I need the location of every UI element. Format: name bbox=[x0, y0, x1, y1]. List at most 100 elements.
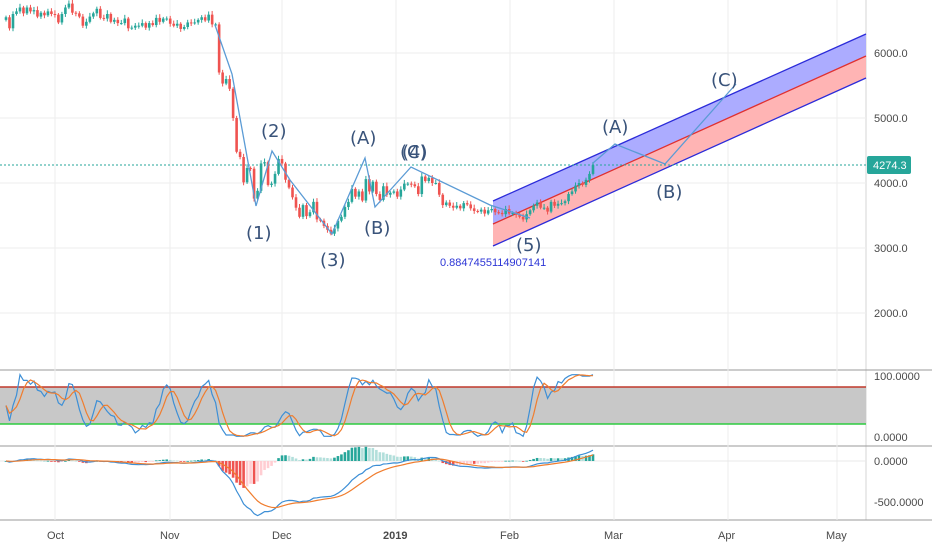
macd-histogram-bar bbox=[196, 460, 200, 461]
macd-histogram-bar bbox=[203, 459, 207, 461]
macd-histogram-bar bbox=[336, 456, 340, 461]
wave-label-5: (5) bbox=[516, 235, 542, 256]
wave-label-b: (B) bbox=[364, 218, 390, 239]
macd-histogram-bar bbox=[294, 458, 298, 461]
price-axis[interactable]: 6000.0 5000.0 4000.0 3000.0 2000.0 4274.… bbox=[867, 48, 911, 320]
candle-body bbox=[228, 79, 231, 89]
channel-upper-line bbox=[492, 33, 867, 202]
candle-body bbox=[245, 168, 249, 183]
candle-body bbox=[46, 11, 50, 16]
candle-body bbox=[57, 14, 60, 23]
candle-body bbox=[273, 173, 277, 184]
candle-body bbox=[151, 23, 155, 26]
wave-path-projection[interactable] bbox=[592, 83, 737, 165]
candle-body bbox=[584, 179, 588, 185]
candle-body bbox=[120, 23, 123, 25]
candle-body bbox=[126, 18, 130, 29]
wave-labels: (1) (2) (3) (A) (B) (C) (4) (5) (A) (B) … bbox=[246, 70, 738, 271]
candle-body bbox=[287, 179, 291, 188]
candle-body bbox=[22, 7, 25, 14]
stochastic-pane[interactable]: 100.0000 0.0000 bbox=[0, 371, 920, 444]
projection-label-c: (C) bbox=[711, 70, 738, 91]
wave-label-c: (C) bbox=[400, 142, 427, 163]
macd-pane[interactable]: 0.0000 -500.0000 bbox=[0, 446, 924, 517]
time-tick-oct: Oct bbox=[47, 530, 64, 542]
price-tick-2000: 2000.0 bbox=[874, 308, 908, 320]
candle-body bbox=[430, 177, 434, 183]
candle-body bbox=[53, 14, 57, 15]
candle-body bbox=[343, 207, 347, 217]
macd-histogram-bar bbox=[242, 461, 245, 488]
macd-histogram-bar bbox=[361, 448, 364, 461]
macd-histogram-bar bbox=[263, 461, 266, 470]
candle-body bbox=[92, 13, 95, 17]
candle-body bbox=[95, 8, 99, 14]
candle-body bbox=[389, 192, 392, 195]
time-axis[interactable]: Oct Nov Dec 2019 Feb Mar Apr May bbox=[47, 530, 847, 542]
price-pane[interactable] bbox=[0, 0, 866, 369]
macd-histogram-bar bbox=[326, 458, 329, 461]
macd-histogram-bar bbox=[511, 460, 514, 462]
candle-body bbox=[305, 205, 308, 217]
macd-histogram-bar bbox=[521, 461, 525, 462]
candle-body bbox=[486, 210, 490, 214]
macd-histogram-bar bbox=[235, 461, 238, 483]
macd-histogram-bar bbox=[507, 460, 511, 462]
candle-body bbox=[116, 19, 120, 24]
macd-histogram-bar bbox=[175, 460, 179, 462]
macd-histogram-bar bbox=[39, 460, 43, 462]
macd-histogram-bar bbox=[217, 461, 221, 467]
candle-body bbox=[532, 205, 535, 211]
macd-signal-line bbox=[5, 454, 594, 509]
macd-histogram-bar bbox=[350, 447, 354, 461]
candle-body bbox=[147, 23, 151, 28]
candle-body bbox=[8, 17, 11, 29]
macd-histogram-bar bbox=[483, 461, 486, 464]
macd-histogram-bar bbox=[249, 461, 252, 484]
candle-body bbox=[528, 210, 532, 215]
candle-body bbox=[434, 183, 438, 184]
candle-body bbox=[427, 177, 431, 182]
macd-histogram-bar bbox=[423, 457, 427, 461]
macd-histogram-bar bbox=[67, 459, 71, 461]
candle-body bbox=[465, 203, 469, 205]
macd-histogram-bar bbox=[189, 460, 193, 462]
candle-body bbox=[189, 22, 193, 24]
candle-body bbox=[74, 12, 78, 14]
macd-histogram-bar bbox=[71, 460, 74, 462]
candle-body bbox=[88, 16, 92, 22]
candle-body bbox=[165, 18, 169, 20]
candle-body bbox=[588, 173, 591, 180]
last-price-badge bbox=[867, 156, 911, 174]
candle-body bbox=[553, 201, 556, 206]
macd-histogram-bar bbox=[144, 461, 148, 463]
macd-tick-neg500: -500.0000 bbox=[874, 497, 924, 509]
candle-body bbox=[158, 17, 162, 22]
macd-line bbox=[5, 449, 594, 517]
candle-body bbox=[168, 18, 172, 24]
macd-histogram-bar bbox=[200, 459, 203, 461]
candle-body bbox=[312, 201, 315, 213]
macd-histogram-bar bbox=[584, 455, 588, 461]
macd-histogram-bar bbox=[256, 461, 259, 482]
macd-histogram-bar bbox=[147, 461, 151, 462]
wave-path-primary[interactable] bbox=[214, 24, 531, 236]
candle-body bbox=[60, 14, 64, 23]
macd-histogram-bar bbox=[179, 461, 183, 462]
macd-histogram-bar bbox=[399, 456, 403, 461]
candle-body bbox=[493, 209, 497, 213]
macd-histogram-bar bbox=[161, 459, 165, 461]
macd-histogram-bar bbox=[280, 455, 284, 461]
candle-body bbox=[448, 202, 452, 206]
candle-body bbox=[535, 202, 539, 206]
candle-body bbox=[238, 151, 242, 157]
candle-body bbox=[497, 212, 500, 214]
candle-body bbox=[64, 7, 67, 14]
macd-histogram-bar bbox=[382, 452, 385, 461]
candle-body bbox=[85, 21, 88, 26]
macd-histogram-bar bbox=[378, 452, 382, 461]
stochastic-tick-100: 100.0000 bbox=[874, 371, 920, 383]
candle-body bbox=[123, 18, 127, 24]
regression-channel[interactable] bbox=[492, 33, 867, 247]
